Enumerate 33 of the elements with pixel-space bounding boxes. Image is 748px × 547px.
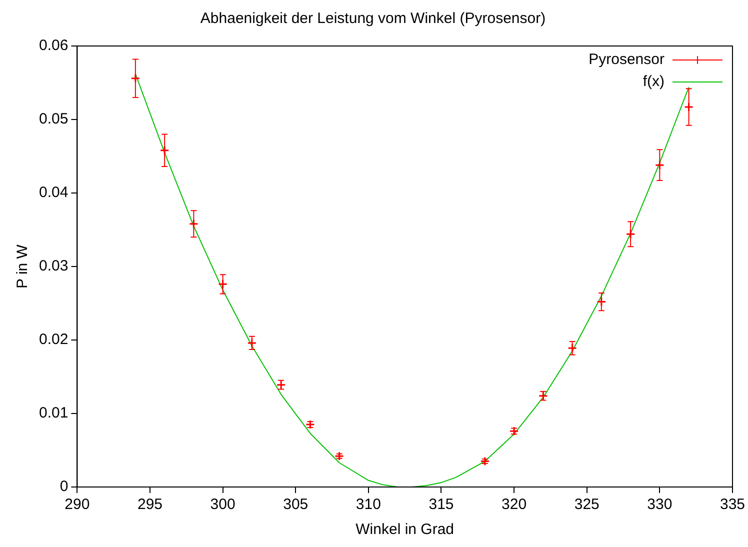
y-tick-label: 0 (60, 478, 68, 496)
x-tick-label: 300 (210, 496, 236, 514)
point (654, 160, 664, 170)
point (247, 338, 257, 348)
point (626, 229, 636, 239)
chart-title: Abhaenigkeit der Leistung vom Winkel (Pyrosensor) (200, 10, 546, 28)
y-tick-label: 0.02 (38, 331, 68, 348)
x-tick-label: 310 (356, 496, 381, 514)
x-tick-label: 330 (647, 496, 672, 514)
x-tick-label: 295 (137, 496, 163, 514)
legend-label: Pyrosensor (588, 51, 664, 68)
y-tick-label: 0.01 (38, 404, 68, 422)
x-tick-label: 335 (720, 496, 745, 514)
point (568, 343, 578, 353)
x-tick-label: 305 (283, 496, 308, 514)
legend-label: f(x) (642, 73, 664, 90)
point (596, 297, 606, 307)
x-axis-title: Winkel in Grad (356, 521, 454, 538)
x-tick-label: 325 (574, 496, 600, 514)
x-tick-label: 290 (64, 496, 90, 514)
point (130, 74, 140, 84)
point (218, 279, 228, 289)
y-axis-title: P in W (14, 244, 32, 288)
y-tick-label: 0.05 (38, 110, 68, 128)
point (684, 102, 694, 112)
y-tick-label: 0.04 (38, 184, 68, 202)
y-tick-label: 0.06 (38, 37, 68, 54)
point (188, 219, 198, 229)
x-tick-label: 315 (428, 496, 454, 514)
y-tick-label: 0.03 (38, 258, 68, 275)
x-tick-label: 320 (502, 496, 527, 514)
point (160, 146, 170, 156)
point (480, 456, 490, 466)
